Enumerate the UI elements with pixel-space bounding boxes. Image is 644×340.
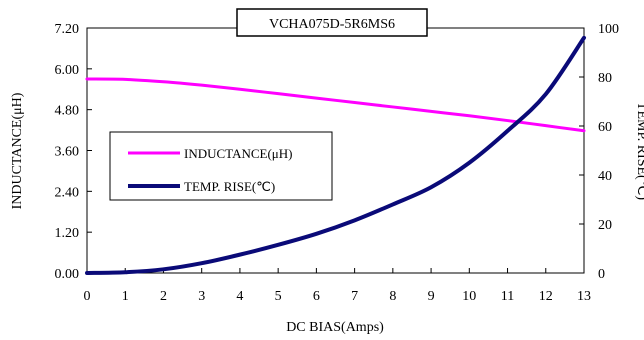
x-tick-label: 10 — [462, 289, 476, 304]
chart-title-box: VCHA075D-5R6MS6 — [236, 8, 428, 37]
chart-title: VCHA075D-5R6MS6 — [269, 17, 395, 32]
y-left-tick-label: 3.60 — [55, 145, 80, 160]
y-right-tick-label: 100 — [598, 22, 619, 37]
y-right-tick-label: 80 — [598, 71, 612, 86]
y-left-tick-label: 0.00 — [55, 267, 80, 282]
x-tick-label: 0 — [84, 289, 91, 304]
y-axis-left-title: INDUCTANCE(μH) — [10, 92, 25, 209]
x-axis-title: DC BIAS(Amps) — [286, 320, 384, 335]
x-tick-label: 8 — [389, 289, 396, 304]
legend-label-temp-rise: TEMP. RISE(℃) — [184, 179, 275, 194]
legend-label-inductance: INDUCTANCE(μH) — [184, 146, 292, 161]
series-line-temp-rise — [85, 35, 586, 275]
x-tick-label: 9 — [428, 289, 435, 304]
y-right-tick-label: 60 — [598, 120, 612, 135]
y-left-tick-label: 1.20 — [55, 226, 80, 241]
y-right-tick-label: 20 — [598, 218, 612, 233]
x-axis: 0 1 2 3 4 5 6 7 8 9 10 11 12 13 — [84, 268, 591, 304]
x-tick-label: 11 — [501, 289, 514, 304]
y-right-tick-label: 40 — [598, 169, 612, 184]
y-axis-right-title: TEMP. RISE(℃) — [634, 102, 644, 201]
y-left-tick-label: 6.00 — [55, 63, 80, 78]
title-frame — [236, 8, 428, 37]
x-tick-label: 6 — [313, 289, 320, 304]
y-left-tick-label: 2.40 — [55, 185, 80, 200]
x-tick-label: 4 — [236, 289, 243, 304]
x-tick-label: 12 — [539, 289, 553, 304]
x-tick-label: 2 — [160, 289, 167, 304]
legend-box — [109, 131, 333, 201]
x-tick-label: 5 — [275, 289, 282, 304]
x-tick-label: 3 — [198, 289, 205, 304]
y-axis-right: 0 20 40 60 80 100 — [579, 22, 619, 282]
x-tick-label: 1 — [122, 289, 129, 304]
y-left-tick-label: 7.20 — [55, 22, 80, 37]
y-right-tick-label: 0 — [598, 267, 605, 282]
y-axis-left: 0.00 1.20 2.40 3.60 4.80 6.00 7.20 — [55, 22, 92, 282]
series-line-inductance — [85, 77, 586, 133]
x-tick-label: 13 — [577, 289, 591, 304]
legend: INDUCTANCE(μH) TEMP. RISE(℃) — [109, 131, 333, 201]
y-left-tick-label: 4.80 — [55, 104, 80, 119]
x-tick-label: 7 — [351, 289, 358, 304]
series-layer — [85, 35, 586, 275]
